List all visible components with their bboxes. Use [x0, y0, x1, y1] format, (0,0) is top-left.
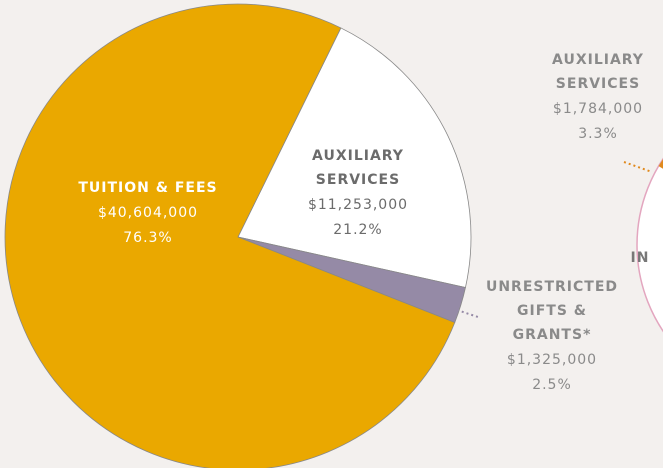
- amount-label: $40,604,000: [98, 205, 198, 221]
- slice-label: GRANTS*: [513, 327, 592, 343]
- slice-label: SERVICES: [556, 76, 640, 92]
- value-label: 21.2%: [333, 222, 382, 238]
- value-label: 2.5%: [532, 377, 572, 393]
- slice-label: TUITION & FEES: [78, 180, 217, 196]
- value-label: 3.3%: [578, 126, 618, 142]
- value-label: 76.3%: [123, 230, 172, 246]
- amount-label: $1,325,000: [507, 352, 597, 368]
- amount-label: $11,253,000: [308, 197, 408, 213]
- annotation: IN: [631, 250, 650, 266]
- slice-label: SERVICES: [316, 172, 400, 188]
- slice-label: AUXILIARY: [552, 52, 644, 68]
- pie-slice: [237, 27, 472, 288]
- leader-line: [456, 309, 479, 318]
- second-pie-outline: [636, 157, 663, 333]
- pie-slice: [4, 3, 456, 468]
- slice-label: UNRESTRICTED: [486, 279, 618, 295]
- amount-label: $1,784,000: [553, 101, 643, 117]
- slice-label: GIFTS &: [517, 303, 587, 319]
- leader-line: [623, 161, 653, 173]
- pie-slice: [658, 159, 663, 169]
- slice-label: AUXILIARY: [312, 148, 404, 164]
